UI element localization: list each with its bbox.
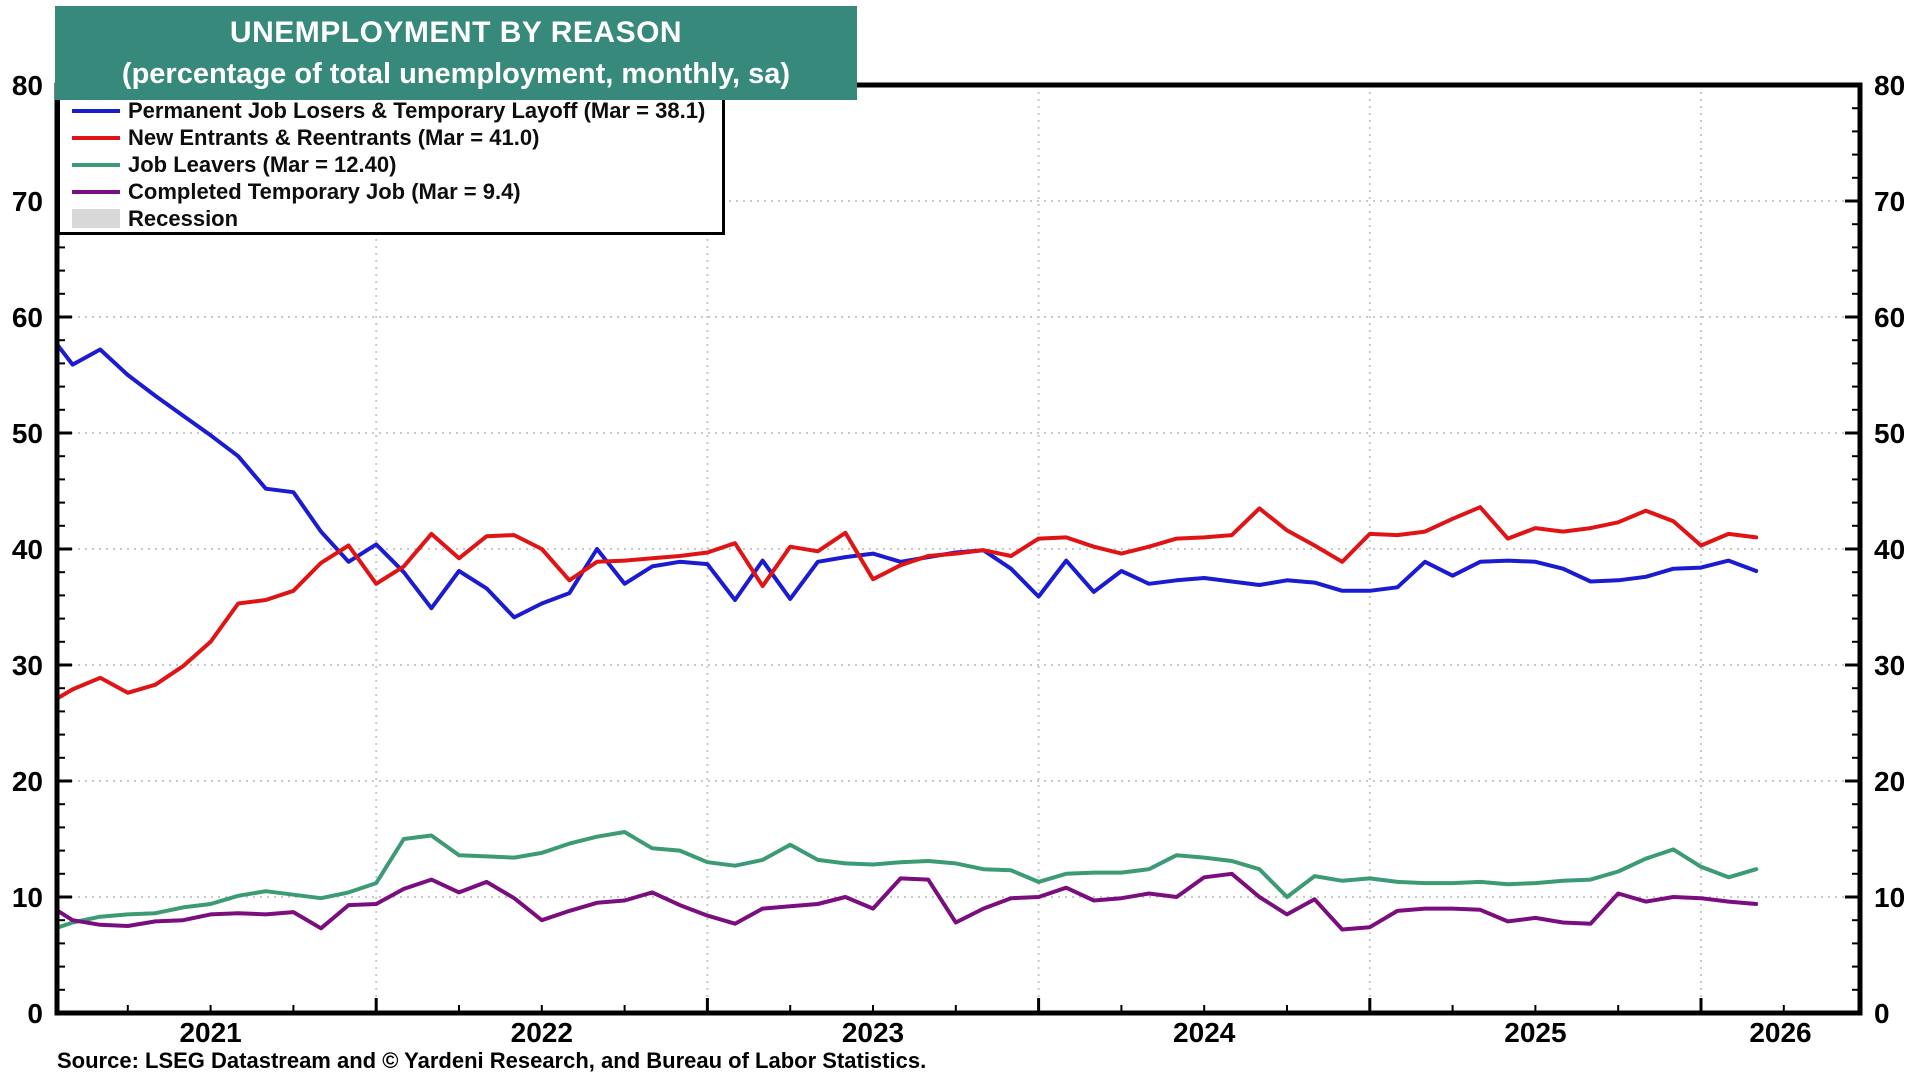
x-axis-year-label: 2023 [842, 1017, 904, 1048]
swatch-mark [72, 135, 120, 140]
y-axis-label-right: 0 [1874, 998, 1890, 1029]
recession-swatch [72, 209, 128, 228]
y-axis-label-left: 10 [12, 882, 43, 913]
y-axis-label-right: 70 [1874, 186, 1905, 217]
legend-label: Permanent Job Losers & Temporary Layoff … [128, 97, 706, 123]
series-line-swatch [72, 108, 128, 113]
y-axis-label-right: 40 [1874, 534, 1905, 565]
series-line-swatch [72, 135, 128, 140]
source-text: Source: LSEG Datastream and © Yardeni Re… [57, 1048, 927, 1073]
swatch-mark [72, 189, 120, 194]
legend-label: Recession [128, 205, 239, 231]
legend-item: New Entrants & Reentrants (Mar = 41.0) [72, 124, 722, 151]
swatch-mark [72, 108, 120, 113]
series-line-0 [57, 340, 1759, 620]
x-axis-year-label: 2026 [1749, 1017, 1811, 1048]
y-axis-label-right: 80 [1874, 70, 1905, 101]
series-line-2 [57, 830, 1759, 930]
series-line-swatch [72, 189, 128, 194]
chart-title: UNEMPLOYMENT BY REASON [229, 16, 683, 49]
series-line-swatch [72, 162, 128, 167]
y-axis-label-right: 60 [1874, 302, 1905, 333]
swatch-mark [72, 162, 120, 167]
y-axis-label-left: 80 [12, 70, 43, 101]
legend: Permanent Job Losers & Temporary Layoff … [57, 89, 725, 235]
y-axis-label-left: 60 [12, 302, 43, 333]
y-axis-label-left: 0 [27, 998, 43, 1029]
legend-item: Job Leavers (Mar = 12.40) [72, 151, 722, 178]
swatch-mark [72, 209, 120, 228]
legend-label: New Entrants & Reentrants (Mar = 41.0) [128, 124, 540, 150]
y-axis-label-left: 40 [12, 534, 43, 565]
chart-subtitle: (percentage of total unemployment, month… [121, 58, 791, 90]
y-axis-label-left: 50 [12, 418, 43, 449]
series-line-1 [57, 505, 1759, 701]
legend-item: Recession [72, 205, 722, 232]
y-axis-label-right: 20 [1874, 766, 1905, 797]
y-axis-label-left: 70 [12, 186, 43, 217]
y-axis-label-right: 30 [1874, 650, 1905, 681]
x-axis-year-label: 2021 [179, 1017, 241, 1048]
y-axis-label-right: 50 [1874, 418, 1905, 449]
legend-item: Completed Temporary Job (Mar = 9.4) [72, 178, 722, 205]
y-axis-label-left: 20 [12, 766, 43, 797]
legend-label: Completed Temporary Job (Mar = 9.4) [128, 178, 521, 204]
x-axis-year-label: 2025 [1504, 1017, 1566, 1048]
series-line-3 [57, 871, 1759, 932]
x-axis-year-label: 2024 [1173, 1017, 1236, 1048]
legend-item: Permanent Job Losers & Temporary Layoff … [72, 97, 722, 124]
y-axis-label-left: 30 [12, 650, 43, 681]
y-axis-label-right: 10 [1874, 882, 1905, 913]
chart-title-block: UNEMPLOYMENT BY REASON (percentage of to… [55, 6, 857, 100]
legend-label: Job Leavers (Mar = 12.40) [128, 151, 397, 177]
x-axis-year-label: 2022 [511, 1017, 573, 1048]
